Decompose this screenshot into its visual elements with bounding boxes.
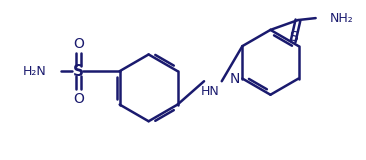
Text: NH₂: NH₂: [329, 12, 353, 25]
Text: H₂N: H₂N: [23, 65, 47, 78]
Text: S: S: [289, 30, 298, 44]
Text: HN: HN: [201, 85, 219, 98]
Text: O: O: [73, 92, 84, 106]
Text: S: S: [73, 64, 84, 79]
Text: O: O: [73, 36, 84, 51]
Text: N: N: [230, 72, 240, 86]
